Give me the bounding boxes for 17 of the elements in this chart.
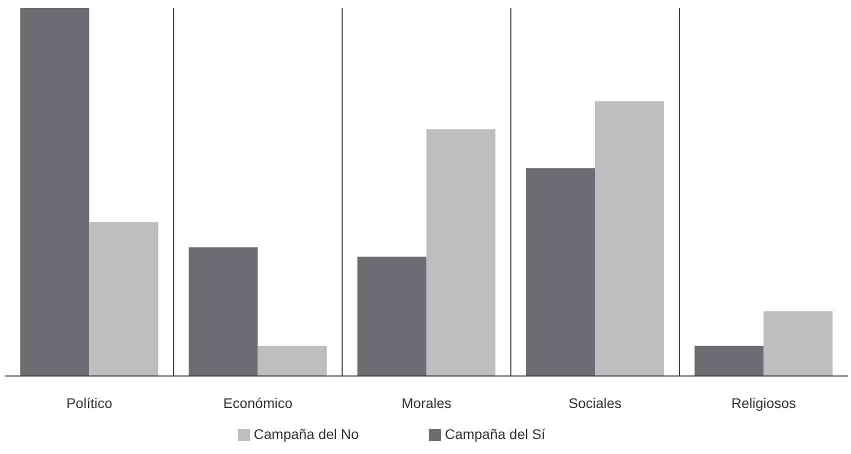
bar (594, 101, 664, 376)
legend-label: Campaña del No (254, 426, 359, 442)
x-tick-label: Religiosos (731, 394, 796, 411)
bar (20, 8, 90, 376)
x-tick-label: Morales (402, 394, 452, 411)
x-tick-label: Sociales (568, 394, 622, 411)
bar (188, 247, 258, 376)
bar (357, 256, 426, 376)
bar (89, 222, 158, 376)
bar (426, 129, 496, 376)
x-tick-label: Político (66, 394, 112, 411)
legend-label: Campaña del Sí (444, 426, 546, 442)
bar (694, 346, 764, 376)
bar (526, 168, 595, 376)
bar (764, 311, 833, 376)
x-tick-label: Económico (223, 394, 293, 411)
bar (258, 346, 327, 376)
